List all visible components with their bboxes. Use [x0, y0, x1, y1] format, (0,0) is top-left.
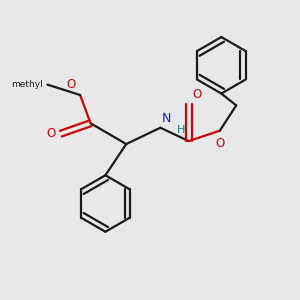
- Text: O: O: [66, 78, 76, 92]
- Text: O: O: [192, 88, 202, 101]
- Text: N: N: [162, 112, 171, 125]
- Text: H: H: [177, 125, 185, 135]
- Text: O: O: [215, 136, 224, 150]
- Text: O: O: [46, 127, 56, 140]
- Text: methyl: methyl: [11, 80, 43, 89]
